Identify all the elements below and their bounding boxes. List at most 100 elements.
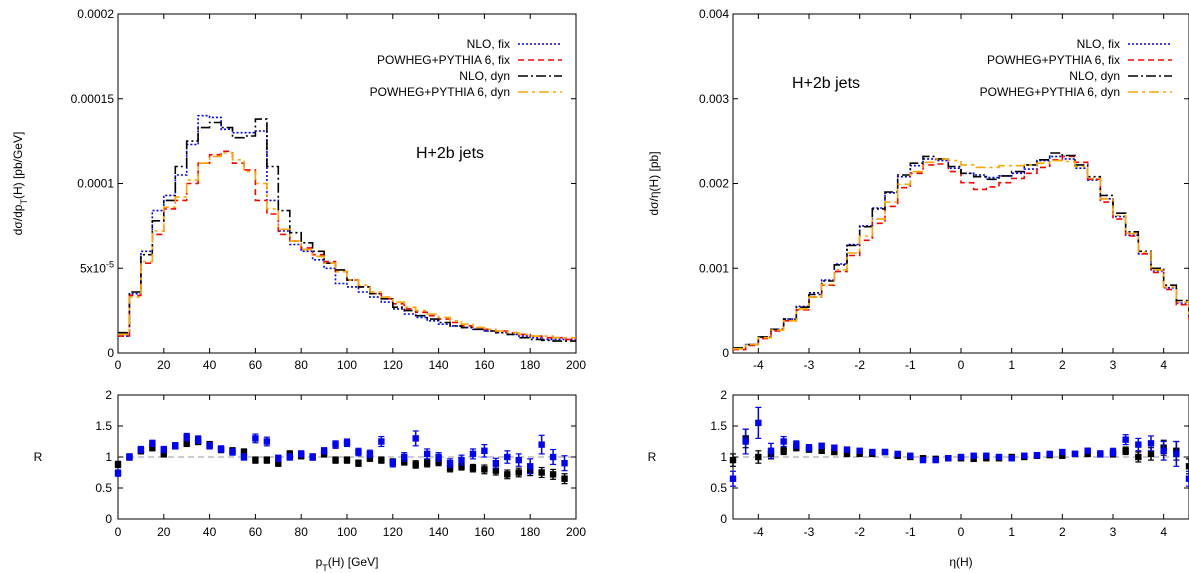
x-tick-label: 100 bbox=[337, 358, 357, 372]
x-tick-label: 140 bbox=[429, 358, 449, 372]
data-point-fix bbox=[1059, 448, 1066, 456]
x-tick-label: -3 bbox=[804, 358, 815, 372]
data-point-dyn bbox=[412, 461, 419, 468]
data-point-fix bbox=[894, 450, 901, 458]
data-point-dyn bbox=[160, 450, 167, 458]
legend-label: NLO, dyn bbox=[1069, 69, 1120, 83]
y-tick-label: 0.0001 bbox=[77, 177, 114, 191]
x-tick-label: 4 bbox=[1160, 358, 1167, 372]
data-point-dyn bbox=[1147, 450, 1155, 458]
x-tick-label: 160 bbox=[474, 358, 494, 372]
annotation-label: H+2b jets bbox=[792, 75, 860, 92]
data-point-fix bbox=[137, 446, 145, 453]
x-tick-label: 0 bbox=[958, 358, 965, 372]
data-point-fix bbox=[504, 453, 511, 461]
data-point-fix bbox=[818, 442, 825, 450]
data-point-dyn bbox=[423, 460, 431, 467]
data-point-fix bbox=[401, 453, 408, 461]
data-point-fix bbox=[957, 453, 965, 461]
data-point-dyn bbox=[515, 469, 522, 476]
data-point-fix bbox=[492, 460, 500, 467]
data-point-fix bbox=[286, 453, 293, 461]
y-tick-label: 0.003 bbox=[699, 92, 729, 106]
y-axis-label: R bbox=[648, 450, 657, 464]
legend-label: NLO, fix bbox=[467, 37, 510, 51]
data-point-dyn bbox=[183, 440, 190, 447]
data-point-dyn bbox=[780, 447, 787, 454]
x-tick-label: 4 bbox=[1160, 525, 1167, 539]
y-tick-label: 0.5 bbox=[95, 481, 112, 495]
y-tick-label: 1 bbox=[720, 450, 727, 464]
x-tick-label: -2 bbox=[854, 358, 865, 372]
data-point-dyn bbox=[1059, 452, 1066, 459]
x-tick-label: 2 bbox=[1059, 525, 1066, 539]
data-point-fix bbox=[149, 440, 156, 447]
series-line-0 bbox=[118, 114, 576, 341]
data-point-dyn bbox=[263, 456, 271, 464]
data-point-fix bbox=[1033, 451, 1041, 459]
x-tick-label: 1 bbox=[1008, 525, 1015, 539]
data-point-dyn bbox=[435, 458, 442, 466]
data-point-fix bbox=[881, 448, 889, 456]
data-point-fix bbox=[355, 448, 362, 456]
data-point-fix bbox=[995, 453, 1003, 461]
data-point-fix bbox=[1008, 455, 1015, 462]
x-tick-label: 80 bbox=[295, 358, 309, 372]
y-tick-label: 0 bbox=[107, 346, 114, 360]
x-tick-label: 20 bbox=[157, 358, 171, 372]
legend-label: NLO, fix bbox=[1077, 37, 1120, 51]
data-point-fix bbox=[194, 436, 202, 443]
data-point-dyn bbox=[818, 447, 825, 454]
data-point-fix bbox=[126, 453, 133, 461]
data-point-dyn bbox=[1185, 463, 1189, 470]
data-point-fix bbox=[983, 452, 990, 459]
x-axis-label: η(H) bbox=[949, 555, 972, 569]
data-point-fix bbox=[458, 456, 465, 464]
data-point-dyn bbox=[366, 455, 374, 462]
data-point-fix bbox=[206, 442, 213, 450]
y-tick-label: 0 bbox=[105, 512, 112, 526]
data-point-fix bbox=[1071, 450, 1079, 458]
x-tick-label: 200 bbox=[566, 525, 586, 539]
data-point-fix bbox=[1147, 440, 1155, 447]
x-tick-label: 140 bbox=[429, 525, 449, 539]
data-point-dyn bbox=[378, 456, 385, 464]
x-tick-label: 3 bbox=[1110, 358, 1117, 372]
data-point-fix bbox=[366, 450, 374, 458]
series-line-2 bbox=[733, 152, 1189, 349]
y-tick-label: 0.0002 bbox=[77, 7, 114, 21]
data-point-fix bbox=[1173, 450, 1180, 458]
data-point-fix bbox=[932, 456, 939, 464]
data-point-dyn bbox=[355, 460, 362, 467]
data-point-dyn bbox=[275, 460, 282, 467]
x-tick-label: 1 bbox=[1008, 358, 1015, 372]
data-point-dyn bbox=[401, 458, 408, 466]
data-point-fix bbox=[423, 450, 431, 458]
data-point-fix bbox=[446, 460, 454, 467]
data-point-dyn bbox=[469, 464, 477, 472]
data-point-dyn bbox=[1135, 453, 1142, 461]
data-point-fix bbox=[1097, 450, 1104, 458]
series-line-0 bbox=[733, 155, 1189, 350]
y-tick-label: 2 bbox=[720, 388, 727, 402]
data-point-dyn bbox=[481, 466, 488, 473]
data-point-fix bbox=[1160, 447, 1167, 454]
data-point-dyn bbox=[729, 456, 737, 464]
x-tick-label: 100 bbox=[337, 525, 357, 539]
right-ratio-plot: -4 -3 -2 -1 0 1 2 3 4 0 0.5 1 1.5 2 Rη(H) bbox=[648, 388, 1189, 569]
x-tick-label: 0 bbox=[115, 358, 122, 372]
data-point-fix bbox=[298, 450, 305, 458]
data-point-fix bbox=[320, 447, 328, 454]
x-tick-label: 40 bbox=[203, 358, 217, 372]
y-tick-label: 0 bbox=[722, 346, 729, 360]
data-point-fix bbox=[831, 444, 838, 451]
y-tick-label: 5x10-5 bbox=[80, 259, 114, 275]
data-point-dyn bbox=[538, 469, 545, 476]
data-point-dyn bbox=[504, 471, 511, 478]
data-point-fix bbox=[1122, 436, 1129, 443]
y-tick-label: 0.002 bbox=[699, 177, 729, 191]
data-point-fix bbox=[275, 455, 282, 462]
legend-label: NLO, dyn bbox=[459, 69, 510, 83]
data-point-fix bbox=[793, 441, 800, 448]
annotation-label: H+2b jets bbox=[416, 145, 484, 162]
